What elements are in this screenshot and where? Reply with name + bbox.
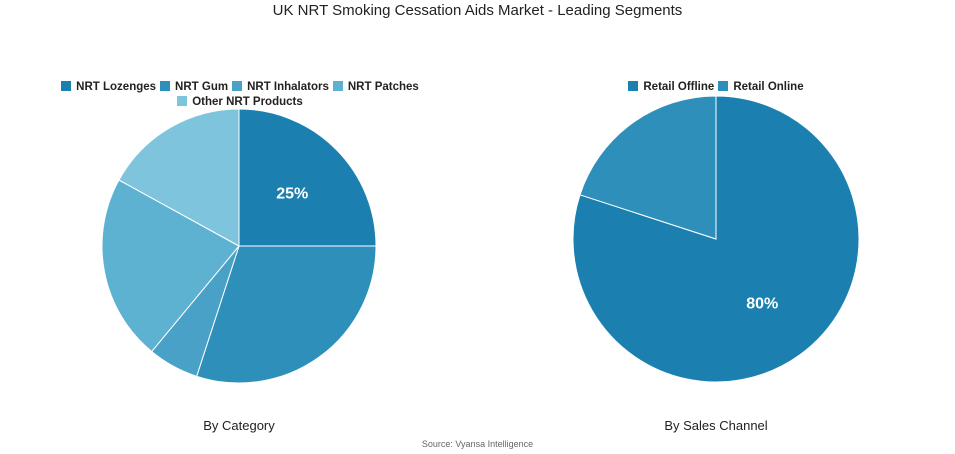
legend-item: NRT Patches — [332, 80, 419, 95]
subtitle-category: By Category — [203, 418, 275, 433]
legend-swatch — [718, 81, 729, 91]
pie-slice-nrt-gum — [196, 245, 377, 384]
legend-swatch — [61, 81, 72, 91]
legend-swatch — [177, 96, 188, 106]
legend-item: Retail Offline — [628, 80, 714, 95]
legend-swatch — [232, 81, 243, 91]
legend-swatch — [332, 81, 343, 91]
legend-item: Retail Online — [718, 80, 804, 95]
legend-label: NRT Inhalators — [247, 81, 329, 93]
legend-item: NRT Inhalators — [232, 80, 329, 95]
legend-label: NRT Gum — [175, 81, 229, 93]
pie-slice-other-nrt-products — [118, 108, 240, 247]
legend-label: Other NRT Products — [192, 96, 303, 108]
legend-item: NRT Gum — [160, 80, 228, 95]
legend-swatch — [160, 81, 171, 91]
legend-label: NRT Lozenges — [76, 81, 157, 93]
legend-label: Retail Offline — [643, 81, 715, 93]
legend-category: NRT Lozenges NRT Gum NRT Inhalators NRT Pat… — [40, 80, 440, 110]
legend-item: Other NRT Products — [177, 95, 303, 110]
legend-swatch — [628, 81, 639, 91]
subtitle-sales-channel: By Sales Channel — [664, 418, 768, 433]
pie-slice-nrt-lozenges — [238, 108, 377, 247]
legend-label: NRT Patches — [347, 81, 419, 93]
data-label: 80% — [746, 296, 778, 313]
pie-slice-nrt-patches — [101, 179, 240, 353]
legend-sales-channel: Retail Offline Retail Online — [566, 80, 866, 95]
source-note: Source: Vyansa Intelligence — [421, 439, 534, 449]
legend-item: NRT Lozenges — [61, 80, 156, 95]
chart-title: UK NRT Smoking Cessation Aids Market - L… — [272, 2, 683, 19]
legend-label: Retail Online — [733, 81, 804, 93]
data-label: 25% — [276, 186, 308, 203]
pie-slice-retail-online — [579, 95, 717, 240]
